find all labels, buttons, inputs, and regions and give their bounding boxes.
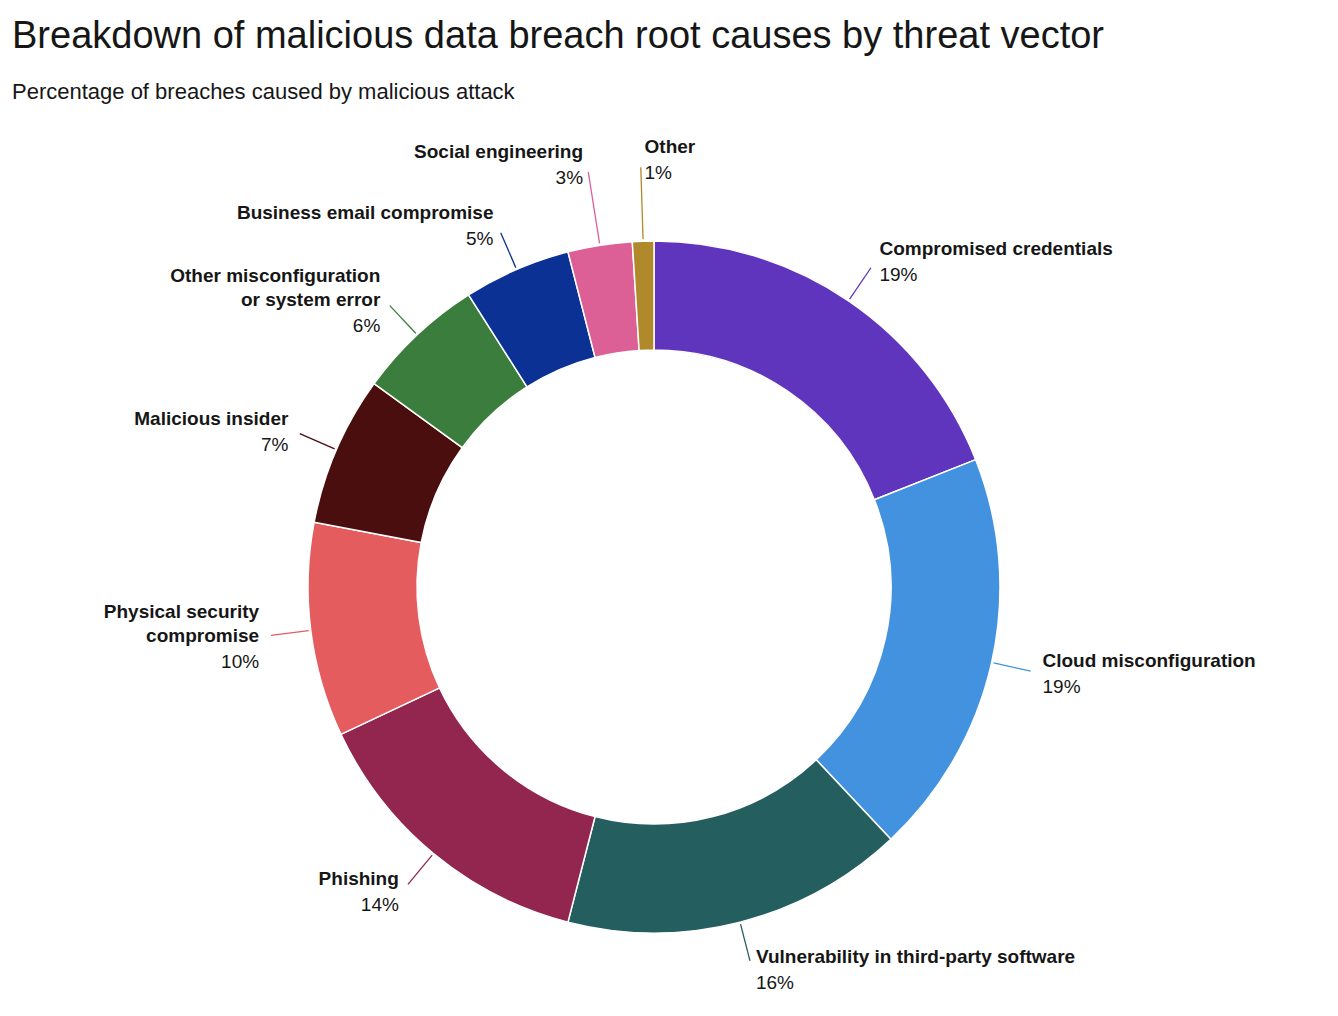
svg-text:Other1%: Other1%: [645, 136, 696, 183]
svg-text:Vulnerability in third-party s: Vulnerability in third-party software16%: [756, 946, 1075, 993]
svg-text:Business email compromise5%: Business email compromise5%: [237, 202, 494, 249]
svg-text:Cloud misconfiguration19%: Cloud misconfiguration19%: [1043, 650, 1256, 697]
svg-text:Phishing14%: Phishing14%: [319, 868, 399, 915]
svg-text:Compromised credentials19%: Compromised credentials19%: [879, 238, 1112, 285]
html-text:Breakdown of malicious data br: Breakdown of malicious data breach root …: [12, 14, 1104, 56]
html-text:Percentage of breaches caused: Percentage of breaches caused by malicio…: [12, 79, 515, 104]
svg-text:Physical securitycompromise10%: Physical securitycompromise10%: [104, 601, 260, 672]
svg-text:Other misconfigurationor syste: Other misconfigurationor system error6%: [170, 265, 381, 336]
svg-text:Malicious insider7%: Malicious insider7%: [134, 408, 289, 455]
svg-text:Social engineering3%: Social engineering3%: [414, 141, 583, 188]
